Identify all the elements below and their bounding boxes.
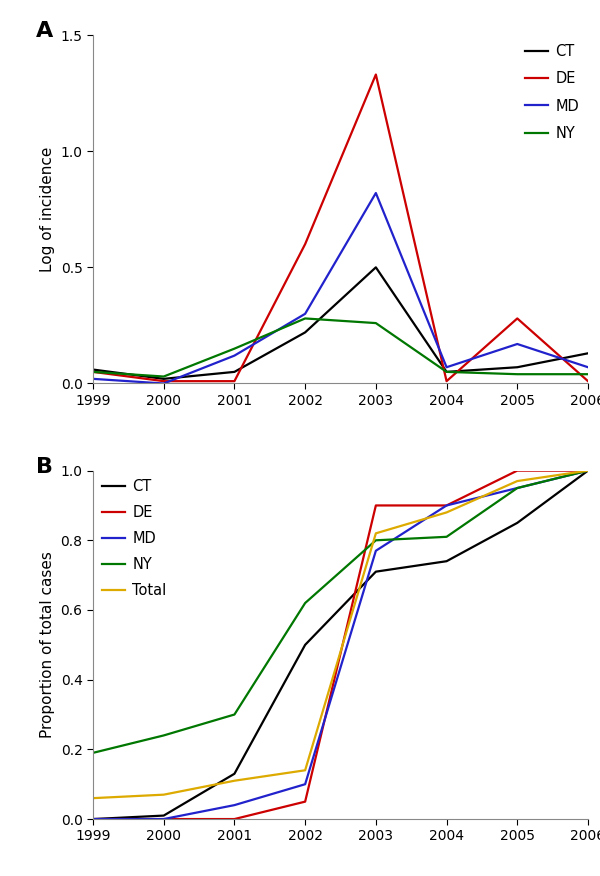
MD xyxy=(443,500,450,511)
MD xyxy=(89,814,97,824)
MD xyxy=(514,339,521,350)
NY xyxy=(514,369,521,379)
Total xyxy=(160,789,167,800)
Total xyxy=(584,465,592,476)
CT xyxy=(584,465,592,476)
DE xyxy=(231,376,238,386)
DE xyxy=(372,69,379,80)
CT xyxy=(160,810,167,821)
NY xyxy=(443,532,450,542)
NY xyxy=(443,367,450,378)
MD xyxy=(372,187,379,198)
NY xyxy=(372,318,379,328)
DE xyxy=(302,239,309,250)
Legend: CT, DE, MD, NY: CT, DE, MD, NY xyxy=(519,38,585,147)
Line: DE: DE xyxy=(93,470,588,819)
CT xyxy=(514,518,521,528)
CT xyxy=(443,367,450,378)
CT xyxy=(231,367,238,378)
DE xyxy=(514,314,521,324)
NY xyxy=(302,597,309,608)
NY xyxy=(584,369,592,379)
Total xyxy=(443,507,450,518)
Y-axis label: Log of incidence: Log of incidence xyxy=(40,146,55,272)
Line: DE: DE xyxy=(93,74,588,381)
NY xyxy=(160,371,167,382)
CT xyxy=(89,364,97,375)
Line: NY: NY xyxy=(93,470,588,752)
CT xyxy=(160,373,167,384)
MD xyxy=(584,465,592,476)
Line: Total: Total xyxy=(93,470,588,798)
Total xyxy=(89,793,97,803)
Text: B: B xyxy=(36,456,53,477)
CT xyxy=(372,567,379,577)
CT xyxy=(302,327,309,337)
DE xyxy=(160,376,167,386)
DE xyxy=(514,465,521,476)
NY xyxy=(302,314,309,324)
MD xyxy=(160,378,167,389)
MD xyxy=(514,483,521,493)
Total xyxy=(372,528,379,539)
CT xyxy=(372,262,379,272)
CT xyxy=(584,348,592,358)
Line: CT: CT xyxy=(93,470,588,819)
NY xyxy=(160,731,167,741)
Text: A: A xyxy=(36,21,53,41)
DE xyxy=(584,465,592,476)
DE xyxy=(443,500,450,511)
MD xyxy=(302,779,309,789)
Line: MD: MD xyxy=(93,470,588,819)
MD xyxy=(89,373,97,384)
DE xyxy=(302,796,309,807)
CT xyxy=(302,639,309,650)
NY xyxy=(514,483,521,493)
NY xyxy=(584,465,592,476)
Line: NY: NY xyxy=(93,319,588,377)
CT xyxy=(514,362,521,372)
MD xyxy=(231,350,238,361)
MD xyxy=(302,308,309,319)
MD xyxy=(443,362,450,372)
NY xyxy=(89,367,97,378)
DE xyxy=(443,376,450,386)
DE xyxy=(89,367,97,378)
NY xyxy=(89,747,97,758)
Total xyxy=(231,775,238,786)
DE xyxy=(584,376,592,386)
Total xyxy=(302,765,309,775)
Total xyxy=(514,476,521,486)
CT xyxy=(231,768,238,779)
MD xyxy=(584,362,592,372)
MD xyxy=(160,814,167,824)
DE xyxy=(89,814,97,824)
NY xyxy=(231,343,238,354)
DE xyxy=(372,500,379,511)
CT xyxy=(443,556,450,567)
Y-axis label: Proportion of total cases: Proportion of total cases xyxy=(40,551,55,738)
DE xyxy=(231,814,238,824)
NY xyxy=(231,710,238,720)
CT xyxy=(89,814,97,824)
MD xyxy=(231,800,238,810)
Legend: CT, DE, MD, NY, Total: CT, DE, MD, NY, Total xyxy=(96,474,172,604)
MD xyxy=(372,546,379,556)
Line: CT: CT xyxy=(93,267,588,378)
NY xyxy=(372,535,379,546)
DE xyxy=(160,814,167,824)
Line: MD: MD xyxy=(93,193,588,384)
